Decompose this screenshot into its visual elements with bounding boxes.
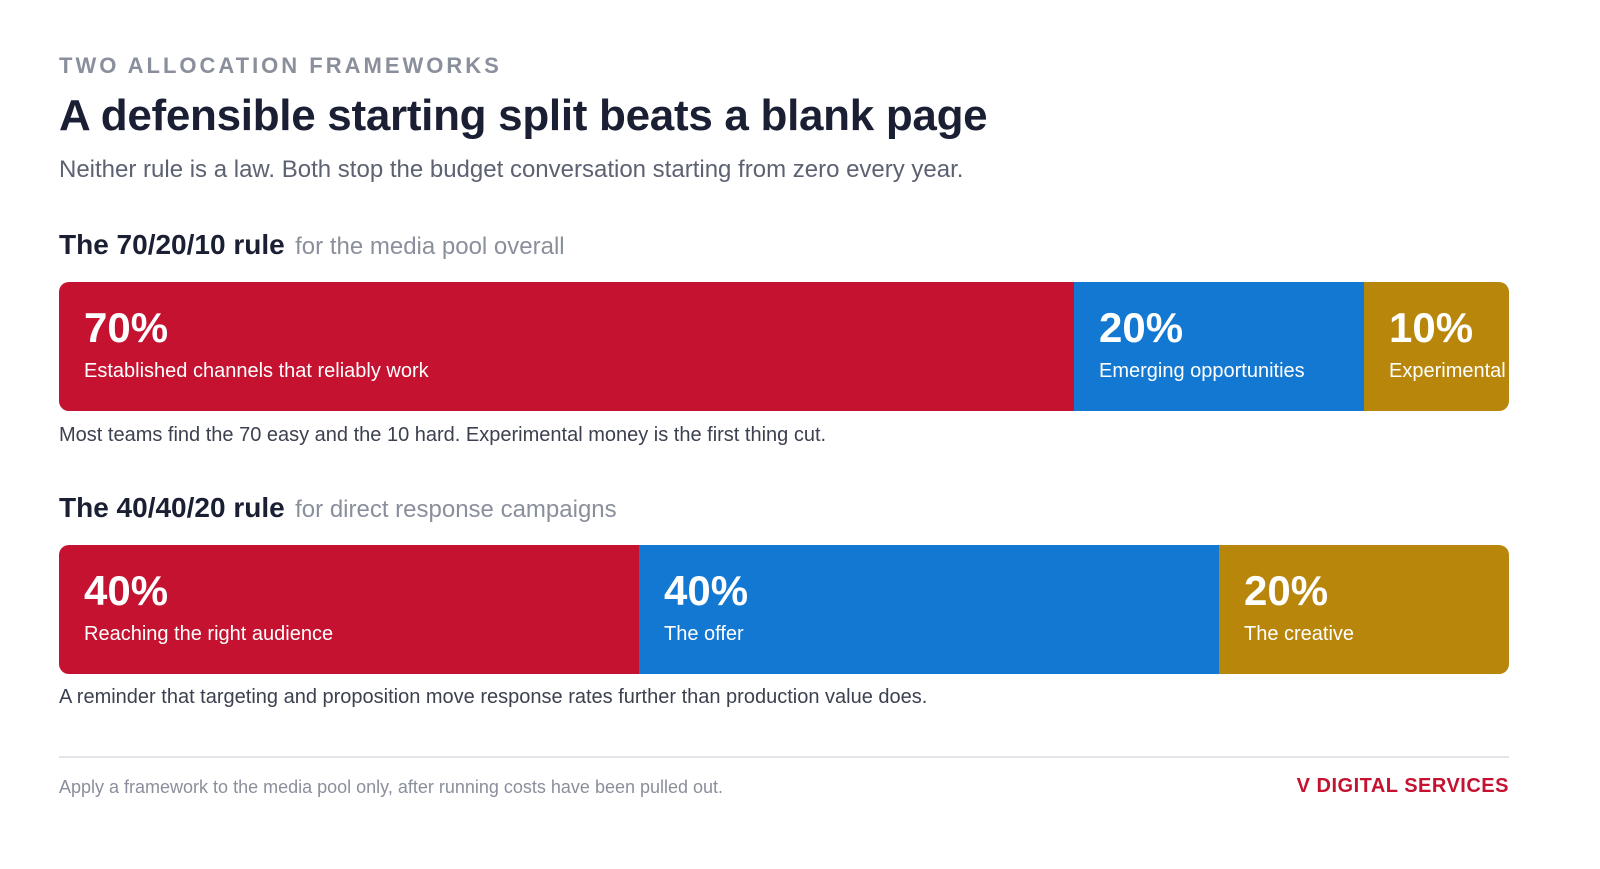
rule-2-title: The 40/40/20 rule bbox=[59, 492, 285, 523]
rule-1-title: The 70/20/10 rule bbox=[59, 229, 285, 260]
footer-note: Apply a framework to the media pool only… bbox=[59, 777, 724, 797]
rule-2-subtitle: for direct response campaigns bbox=[295, 496, 617, 523]
segment-category-label: The creative bbox=[1244, 623, 1355, 645]
segment-value-label: 40% bbox=[84, 567, 169, 614]
segment-category-label: Reaching the right audience bbox=[84, 623, 334, 645]
footer-divider bbox=[59, 756, 1509, 758]
page-subtitle: Neither rule is a law. Both stop the bud… bbox=[59, 156, 964, 183]
rule-1-stacked-bar: 70% Established channels that reliably wo… bbox=[59, 282, 1509, 411]
rule-1-note: Most teams find the 70 easy and the 10 h… bbox=[59, 424, 827, 446]
rule-1-subtitle: for the media pool overall bbox=[295, 233, 565, 260]
bar-segment-1-2: 20% Emerging opportunities bbox=[1074, 282, 1364, 411]
page-title: A defensible starting split beats a blan… bbox=[59, 91, 988, 140]
segment-category-label: Established channels that reliably work bbox=[84, 360, 429, 382]
segment-value-label: 70% bbox=[84, 304, 169, 351]
rule-1-heading: The 70/20/10 rule for the media pool ove… bbox=[59, 229, 565, 261]
rule-2-heading: The 40/40/20 rule for direct response ca… bbox=[59, 492, 617, 524]
bar-segment-1-3: 10% Experimental bbox=[1364, 282, 1509, 411]
segment-value-label: 20% bbox=[1244, 567, 1329, 614]
segment-value-label: 40% bbox=[664, 567, 749, 614]
eyebrow-label: TWO ALLOCATION FRAMEWORKS bbox=[59, 53, 502, 78]
segment-category-label: Emerging opportunities bbox=[1099, 360, 1305, 382]
segment-value-label: 20% bbox=[1099, 304, 1184, 351]
bar-segment-2-1: 40% Reaching the right audience bbox=[59, 545, 639, 674]
bar-segment-2-2: 40% The offer bbox=[639, 545, 1219, 674]
segment-category-label: The offer bbox=[664, 623, 744, 645]
segment-category-label: Experimental bbox=[1389, 360, 1506, 382]
rule-2-stacked-bar: 40% Reaching the right audience 40% The off… bbox=[59, 545, 1509, 674]
brand-logo-text: V DIGITAL SERVICES bbox=[1296, 775, 1509, 797]
rule-2-note: A reminder that targeting and propositio… bbox=[59, 686, 928, 708]
bar-segment-1-1: 70% Established channels that reliably wo… bbox=[59, 282, 1074, 411]
bar-segment-2-3: 20% The creative bbox=[1219, 545, 1509, 674]
segment-value-label: 10% bbox=[1389, 304, 1474, 351]
